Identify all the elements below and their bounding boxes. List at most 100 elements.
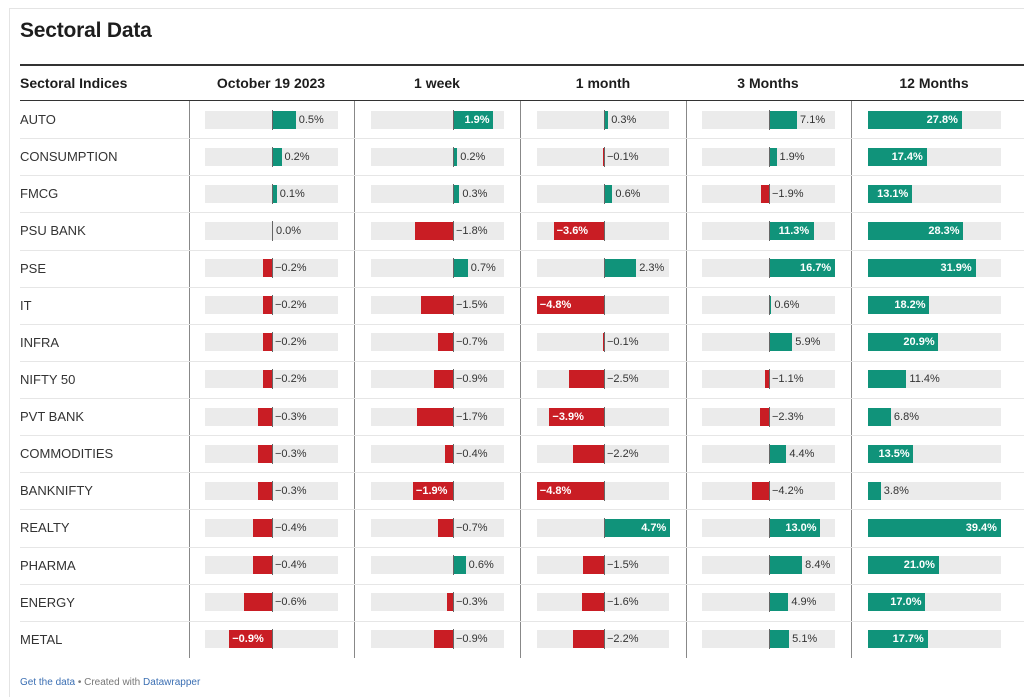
cell-track [868,482,1001,500]
datawrapper-link[interactable]: Datawrapper [143,677,201,688]
value-label: 0.0% [276,225,302,237]
header-sectoral-indices[interactable]: Sectoral Indices [20,75,128,91]
value-label: 39.4% [965,522,997,534]
cell-track [371,445,504,463]
row-label: ENERGY [20,595,75,610]
value-label: 0.6% [468,559,494,571]
bar-positive [868,296,930,314]
bar-negative [438,333,453,351]
row-label: NIFTY 50 [20,372,76,387]
bar-negative [764,370,769,388]
bar-positive [868,445,914,463]
value-label: −0.4% [275,522,307,534]
zero-line [769,369,770,389]
value-label: 3.8% [883,485,909,497]
zero-line [453,147,454,167]
header-col-4[interactable]: 12 Months [899,75,969,91]
value-label: 11.3% [778,225,810,237]
zero-line [272,295,273,315]
zero-line [453,332,454,352]
cell-track [371,185,504,203]
value-label: 17.0% [890,596,922,608]
value-label: −0.4% [456,448,488,460]
value-label: −0.9% [456,633,488,645]
header-bottom-rule [20,100,1024,101]
bar-positive [868,593,926,611]
value-label: 1.9% [464,114,490,126]
bar-positive [769,333,793,351]
zero-line [769,481,770,501]
bar-negative [415,222,453,240]
bar-positive [769,556,803,574]
bar-positive [453,148,458,166]
value-label: −1.5% [456,299,488,311]
footer-separator: • Created with [75,677,144,688]
row-separator [20,398,1024,399]
row-separator [20,361,1024,362]
bar-positive [769,296,772,314]
value-label: −0.7% [456,522,488,534]
bar-negative [549,408,604,426]
zero-line [272,147,273,167]
zero-line [604,592,605,612]
bar-negative [553,222,604,240]
value-label: 11.4% [909,373,940,385]
bar-positive [453,556,466,574]
row-label: REALTY [20,520,70,535]
zero-line [453,407,454,427]
bar-positive [604,519,670,537]
zero-line [769,555,770,575]
zero-line [604,184,605,204]
bar-negative [446,593,453,611]
bar-negative [421,296,453,314]
cell-track [702,333,835,351]
value-label: 4.4% [789,448,815,460]
zero-line [769,444,770,464]
zero-line [604,369,605,389]
header-col-2[interactable]: 1 month [575,75,631,91]
bar-negative [444,445,453,463]
row-separator [20,212,1024,213]
header-col-0[interactable]: October 19 2023 [216,75,326,91]
row-label: INFRA [20,335,59,350]
zero-line [453,258,454,278]
zero-line [453,184,454,204]
value-label: −0.2% [275,373,307,385]
zero-line [604,332,605,352]
bar-negative [412,482,453,500]
get-data-link[interactable]: Get the data [20,677,76,688]
row-label: FMCG [20,186,59,201]
bar-negative [257,408,272,426]
zero-line [272,221,273,241]
bar-positive [769,519,821,537]
value-label: −0.2% [275,299,307,311]
value-label: 20.9% [903,336,935,348]
value-label: −0.1% [607,336,639,348]
value-label: 0.3% [462,188,488,200]
value-label: −2.2% [607,633,639,645]
bar-positive [868,556,939,574]
row-label: COMMODITIES [20,446,114,461]
header-top-rule [20,64,1024,66]
value-label: −1.9% [415,485,448,497]
zero-line [453,555,454,575]
value-label: −0.3% [275,411,307,423]
value-label: 5.9% [795,336,821,348]
zero-line [769,295,770,315]
value-label: −2.5% [607,373,639,385]
value-label: −0.1% [607,151,639,163]
header-col-1[interactable]: 1 week [414,75,460,91]
value-label: −4.8% [539,299,572,311]
zero-line [604,221,605,241]
value-label: −1.6% [607,596,639,608]
bar-positive [769,445,787,463]
value-label: −2.2% [607,448,639,460]
bar-negative [602,148,604,166]
bar-negative [573,630,604,648]
value-label: −0.4% [275,559,307,571]
bar-negative [257,445,272,463]
bar-negative [257,482,272,500]
bar-positive [604,259,637,277]
bar-positive [769,222,814,240]
header-col-3[interactable]: 3 Months [737,75,799,91]
